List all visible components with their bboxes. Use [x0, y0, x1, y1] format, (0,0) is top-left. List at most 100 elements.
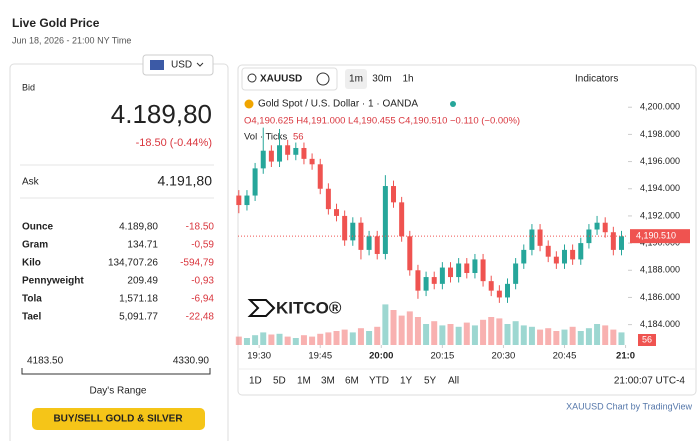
candle-body: [578, 243, 584, 260]
row-name: Kilo: [22, 258, 41, 269]
range-button[interactable]: 3M: [321, 376, 335, 387]
ask-label: Ask: [22, 177, 40, 188]
x-tick-label: 21:0: [616, 351, 635, 362]
volume-bar: [496, 318, 503, 345]
candle-body: [561, 249, 567, 264]
candle-body: [570, 249, 576, 260]
volume-bar: [374, 326, 381, 345]
row-name: Tola: [22, 294, 42, 305]
volume-bar: [545, 328, 552, 345]
range-button[interactable]: 6M: [345, 376, 359, 387]
y-tick-label: 4,188.000: [640, 265, 680, 275]
volume-bar: [480, 319, 487, 345]
x-tick-label: 19:45: [308, 351, 332, 362]
candle-body: [521, 249, 527, 264]
row-name: Pennyweight: [22, 276, 84, 287]
change: -18.50 (-0.44%): [136, 137, 212, 149]
legend-name: Gold Spot / U.S. Dollar · 1 · OANDA: [258, 99, 418, 110]
volume-bar: [300, 335, 307, 345]
volume-bar: [390, 310, 397, 345]
x-tick-label: 20:15: [430, 351, 454, 362]
symbol-search[interactable]: [241, 67, 338, 91]
y-tick-label: 4,192.000: [640, 210, 680, 220]
chart-panel: [237, 64, 697, 396]
range-button[interactable]: YTD: [369, 376, 389, 387]
candle-body: [456, 263, 462, 278]
candle-body: [496, 290, 502, 298]
row-name: Tael: [22, 312, 41, 323]
interval[interactable]: 30m: [372, 74, 391, 85]
indicators[interactable]: Indicators: [575, 74, 618, 85]
candle-body: [358, 222, 364, 250]
candle-body: [268, 150, 274, 162]
range-button[interactable]: 5Y: [424, 376, 437, 387]
volume-bar: [406, 311, 413, 345]
range-button[interactable]: 1D: [249, 376, 262, 387]
volume-bar: [585, 328, 592, 345]
row-value: 209.49: [127, 276, 158, 287]
row-value: 134,707.26: [108, 258, 158, 269]
y-tick-label: 4,184.000: [640, 319, 680, 329]
candle-body: [553, 256, 559, 264]
range-button[interactable]: 1M: [297, 376, 311, 387]
candle-body: [594, 222, 600, 230]
volume-box: [638, 334, 656, 346]
volume-bar: [349, 332, 356, 345]
candle-body: [586, 229, 592, 244]
candle-body: [293, 147, 299, 155]
candle-body: [602, 222, 608, 233]
candle-body: [407, 236, 413, 271]
candle-body: [415, 270, 421, 291]
volume-bar: [431, 321, 438, 345]
volume-bar: [414, 317, 421, 345]
volume-bar: [610, 329, 617, 345]
interval-active[interactable]: [345, 69, 367, 89]
range-button[interactable]: All: [448, 376, 459, 387]
volume-bar: [357, 328, 364, 345]
candle-body: [244, 195, 250, 206]
y-tick-label: 4,194.000: [640, 183, 680, 193]
range-bar: [21, 368, 211, 375]
range-button[interactable]: 5D: [273, 376, 286, 387]
flag: [150, 60, 164, 70]
candle-body: [317, 164, 323, 189]
bid: 4.189,80: [111, 99, 212, 129]
candle-body: [488, 281, 494, 291]
candle-body: [260, 150, 266, 169]
currency: USD: [171, 60, 192, 71]
candle-body: [464, 263, 470, 273]
volume-bar: [504, 324, 511, 345]
volume-bar: [260, 332, 267, 345]
row-change: -0,93: [191, 276, 214, 287]
range-low: 4183.50: [27, 356, 64, 367]
candle-body: [382, 186, 388, 254]
buy-button[interactable]: [32, 408, 205, 430]
interval[interactable]: 1m: [349, 74, 363, 85]
title: Live Gold Price: [12, 16, 100, 30]
bid-label: Bid: [22, 82, 35, 92]
volume-bar: [382, 304, 389, 345]
volume-bar: [618, 332, 625, 345]
volume-bar: [520, 325, 527, 345]
volume-bar: [284, 336, 291, 345]
credit: XAUUSD Chart by TradingView: [566, 401, 692, 411]
candle-body: [529, 229, 535, 250]
range-label: Day's Range: [90, 386, 147, 397]
source-icon: [244, 99, 254, 109]
range-high: 4330.90: [173, 356, 210, 367]
volume-bar: [423, 324, 430, 345]
row-name: Ounce: [22, 222, 54, 233]
last-price-box: [630, 229, 690, 244]
row-change: -6,94: [191, 294, 214, 305]
row-change: -0,59: [191, 240, 214, 251]
range-button[interactable]: 1Y: [400, 376, 413, 387]
volume-bar: [439, 325, 446, 345]
candle-body: [545, 245, 551, 257]
y-tick-label: 4,200.000: [640, 102, 680, 112]
row-change: -18.50: [186, 222, 215, 233]
add-icon[interactable]: [316, 72, 330, 86]
volume-bar: [471, 325, 478, 345]
interval[interactable]: 1h: [402, 74, 413, 85]
volume-bar: [602, 325, 609, 345]
